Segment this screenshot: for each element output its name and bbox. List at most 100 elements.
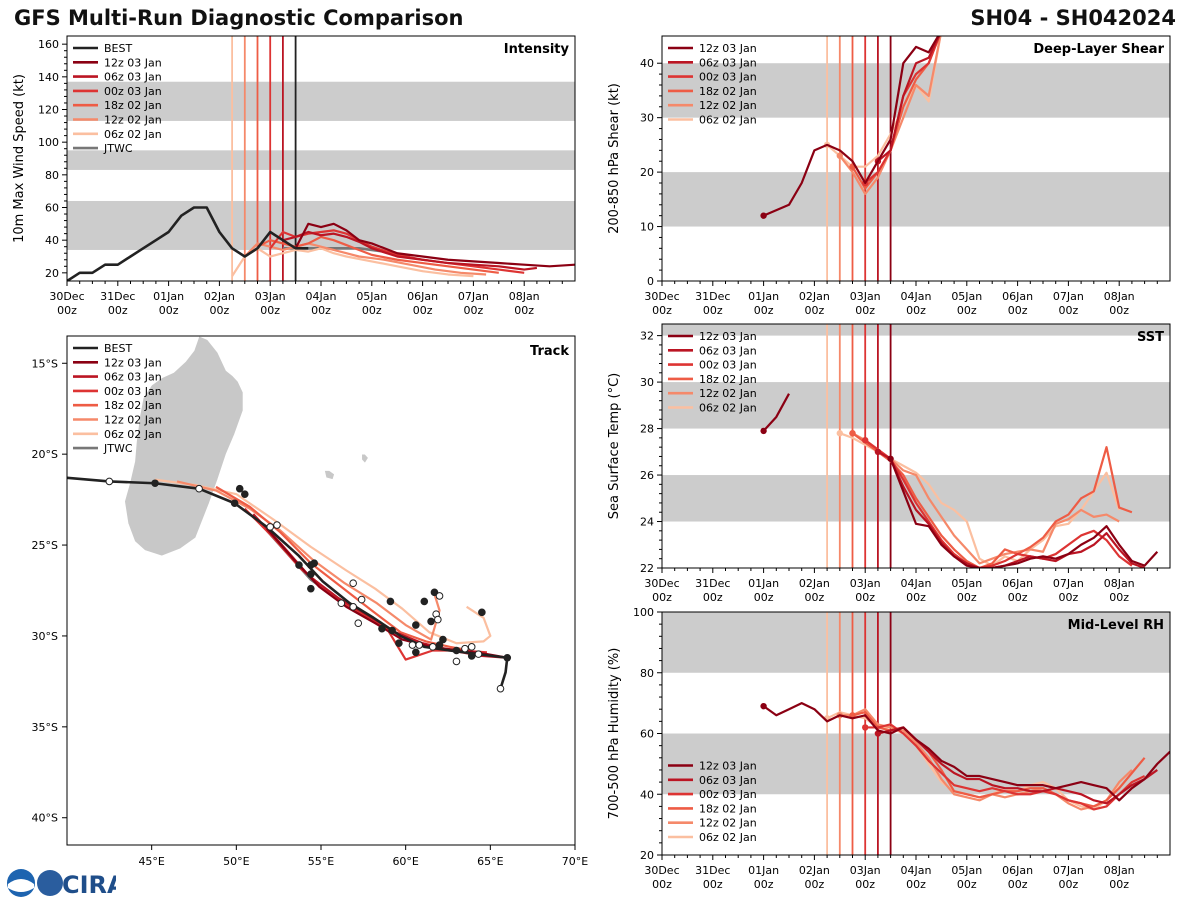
- intensity-xtick-label: 30Dec: [49, 290, 84, 303]
- shear-ytick-label: 20: [640, 166, 654, 179]
- sst-legend-label: 06z 03 Jan: [699, 344, 757, 357]
- shear-series-start-marker: [836, 152, 843, 159]
- intensity-ytick-label: 40: [45, 234, 59, 247]
- intensity-band-1: [67, 150, 575, 170]
- track-series-12z-02-jan: [176, 480, 441, 641]
- shear-xtick-label: 00z: [906, 304, 926, 317]
- shear-xtick-label: 00z: [957, 304, 977, 317]
- sst-series-06z-03-jan: [877, 450, 1145, 568]
- track-position-marker: [430, 588, 439, 597]
- rh-legend-label: 06z 03 Jan: [699, 774, 757, 787]
- intensity-ytick-label: 160: [38, 38, 59, 51]
- shear-legend-label: 18z 02 Jan: [699, 85, 757, 98]
- track-position-marker: [349, 603, 357, 611]
- track-xtick-label: 60°E: [392, 855, 418, 868]
- shear-ytick-label: 10: [640, 221, 654, 234]
- rh-series-12z-02-jan: [839, 708, 1133, 811]
- rh-xtick-label: 30Dec: [644, 864, 679, 877]
- sst-ytick-label: 28: [640, 423, 654, 436]
- intensity-legend-label: 06z 03 Jan: [104, 71, 162, 84]
- track-position-marker: [388, 626, 396, 635]
- shear-legend-label: 12z 02 Jan: [699, 99, 757, 112]
- shear-xtick-label: 08Jan: [1104, 290, 1135, 303]
- track-position-marker: [435, 641, 444, 649]
- intensity-ylabel: 10m Max Wind Speed (kt): [12, 74, 27, 243]
- intensity-xtick-label: 06Jan: [407, 290, 438, 303]
- intensity-legend-label: JTWC: [103, 142, 133, 155]
- track-position-marker: [354, 619, 363, 628]
- cira-noaa-logo: CIRA: [7, 869, 116, 898]
- sst-xtick-label: 00z: [906, 591, 926, 604]
- sst-xtick-label: 07Jan: [1053, 577, 1084, 590]
- track-legend-label: 12z 02 Jan: [104, 414, 162, 427]
- intensity-xtick-label: 08Jan: [509, 290, 540, 303]
- rh-xtick-label: 00z: [957, 878, 977, 891]
- shear-legend-label: 06z 02 Jan: [699, 114, 757, 127]
- track-series-12z-03-jan: [265, 527, 508, 659]
- intensity-ytick-label: 80: [45, 169, 59, 182]
- track-position-marker: [266, 523, 275, 531]
- sst-ytick-label: 30: [640, 376, 654, 389]
- track-position-marker: [503, 653, 512, 662]
- intensity-legend-label: BEST: [104, 42, 132, 55]
- globe-icon: [37, 870, 63, 896]
- rh-xtick-label: 00z: [906, 878, 926, 891]
- rh-xtick-label: 00z: [754, 878, 774, 891]
- rh-ylabel: 700-500 hPa Humidity (%): [607, 648, 622, 820]
- track-position-marker: [241, 490, 249, 498]
- rh-xtick-label: 31Dec: [695, 864, 730, 877]
- shear-xtick-label: 04Jan: [901, 290, 932, 303]
- track-position-marker: [337, 599, 346, 608]
- rh-legend-label: 00z 03 Jan: [699, 788, 757, 801]
- sst-series-12z-03-jan-early: [762, 393, 790, 432]
- sst-panel-title: SST: [1137, 330, 1164, 345]
- sst-xtick-label: 00z: [652, 591, 672, 604]
- intensity-xtick-label: 00z: [514, 304, 534, 317]
- track-ytick-label: 35°S: [32, 721, 58, 734]
- sst-xtick-label: 30Dec: [644, 577, 679, 590]
- track-legend-label: BEST: [104, 342, 132, 355]
- shear-ytick-label: 30: [640, 112, 654, 125]
- rh-xtick-label: 00z: [1059, 878, 1079, 891]
- sst-series-start-marker: [874, 448, 882, 456]
- shear-xtick-label: 05Jan: [951, 290, 982, 303]
- intensity-xtick-label: 00z: [413, 304, 433, 317]
- intensity-xtick-label: 00z: [159, 304, 179, 317]
- sst-ytick-label: 26: [640, 469, 654, 482]
- track-xtick-label: 65°E: [477, 855, 503, 868]
- rh-panel-title: Mid-Level RH: [1068, 618, 1164, 633]
- track-series-best: [67, 476, 509, 690]
- track-position-marker: [467, 643, 476, 651]
- rh-xtick-label: 02Jan: [799, 864, 830, 877]
- rh-series-start-marker: [862, 724, 869, 731]
- sst-xtick-label: 00z: [1008, 591, 1028, 604]
- sst-legend-label: 00z 03 Jan: [699, 359, 757, 372]
- shear-legend-label: 00z 03 Jan: [699, 71, 757, 84]
- sst-xtick-label: 31Dec: [695, 577, 730, 590]
- intensity-xtick-label: 01Jan: [153, 290, 184, 303]
- sst-legend-label: 18z 02 Jan: [699, 373, 757, 386]
- rh-plot-area: [662, 612, 1170, 855]
- figure-title: GFS Multi-Run Diagnostic Comparison: [14, 6, 464, 30]
- track-position-marker: [420, 597, 429, 606]
- rh-series-12z-03-jan: [762, 702, 1170, 802]
- shear-legend-label: 12z 03 Jan: [699, 42, 757, 55]
- track-position-marker: [434, 615, 442, 624]
- track-position-marker: [307, 584, 315, 593]
- intensity-xtick-label: 07Jan: [458, 290, 489, 303]
- intensity-xtick-label: 00z: [260, 304, 280, 317]
- rh-xtick-label: 03Jan: [850, 864, 881, 877]
- intensity-series-12z-02-jan: [244, 242, 487, 276]
- shear-xtick-label: 00z: [855, 304, 875, 317]
- intensity-ytick-label: 20: [45, 267, 59, 280]
- track-xtick-label: 55°E: [308, 855, 334, 868]
- rh-legend-label: 06z 02 Jan: [699, 831, 757, 844]
- sst-ylabel: Sea Surface Temp (°C): [607, 373, 622, 520]
- sst-xtick-label: 06Jan: [1002, 577, 1033, 590]
- shear-series-06z-03-jan: [877, 36, 941, 163]
- rh-xtick-label: 00z: [652, 878, 672, 891]
- shear-xtick-label: 00z: [1059, 304, 1079, 317]
- shear-panel-title: Deep-Layer Shear: [1033, 42, 1164, 57]
- intensity-legend-label: 06z 02 Jan: [104, 128, 162, 141]
